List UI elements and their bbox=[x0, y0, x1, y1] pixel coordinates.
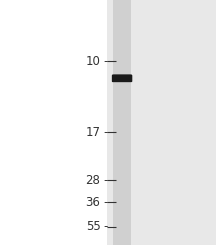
Text: 10: 10 bbox=[86, 55, 100, 68]
FancyBboxPatch shape bbox=[113, 75, 132, 82]
Text: -: - bbox=[104, 220, 108, 233]
FancyBboxPatch shape bbox=[113, 75, 131, 82]
FancyBboxPatch shape bbox=[113, 75, 131, 82]
Bar bbox=[107, 0, 216, 245]
FancyBboxPatch shape bbox=[113, 75, 132, 82]
Text: 55: 55 bbox=[86, 220, 100, 233]
Text: -: - bbox=[104, 173, 108, 187]
Text: 17: 17 bbox=[86, 126, 100, 139]
Text: -: - bbox=[104, 55, 108, 68]
Text: 28: 28 bbox=[86, 173, 100, 187]
FancyBboxPatch shape bbox=[112, 75, 132, 82]
Text: 36: 36 bbox=[86, 196, 100, 209]
Bar bbox=[113, 0, 131, 245]
Text: -: - bbox=[104, 196, 108, 209]
FancyBboxPatch shape bbox=[112, 75, 132, 82]
Text: -: - bbox=[104, 126, 108, 139]
FancyBboxPatch shape bbox=[112, 75, 132, 82]
